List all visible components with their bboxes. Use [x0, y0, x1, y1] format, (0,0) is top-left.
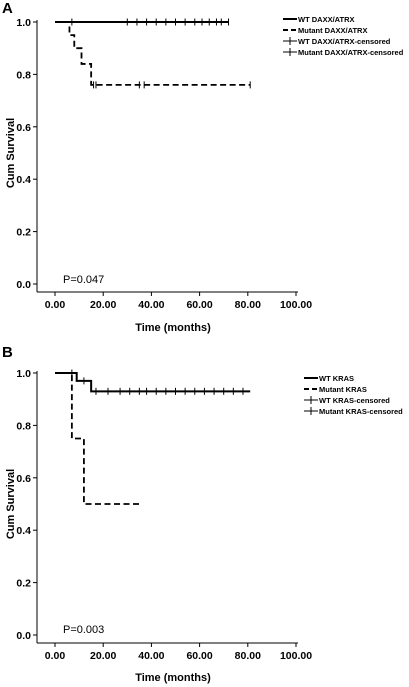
panel-a-axes	[33, 20, 298, 296]
panel-a-pvalue: P=0.047	[63, 274, 104, 286]
x-tick-label: 40.00	[138, 650, 164, 662]
panel-b-pvalue: P=0.003	[63, 624, 104, 636]
legend-b-mutant-censored-label: Mutant KRAS-censored	[319, 407, 403, 416]
y-tick-label: 0.6	[16, 473, 31, 485]
x-tick-label: 100.00	[280, 299, 312, 311]
x-tick-label: 20.00	[90, 650, 116, 662]
y-tick-label: 1.0	[16, 368, 31, 380]
y-tick-label: 0.6	[16, 122, 31, 134]
legend-a-wt-censored-swatch	[283, 37, 297, 45]
panel-a-legend: WT DAXX/ATRX Mutant DAXX/ATRX WT DAXX/AT…	[283, 15, 404, 57]
panel-b: B Cum Survival Time (months) P=0.003 0.0…	[2, 344, 403, 684]
x-tick-label: 60.00	[186, 299, 212, 311]
panel-b-xlabel: Time (months)	[135, 672, 211, 684]
y-tick-label: 0.8	[16, 69, 31, 81]
panel-a-ylabel: Cum Survival	[5, 118, 17, 188]
legend-b-mutant-censored-swatch	[304, 407, 318, 415]
legend-a-wt-censored-label: WT DAXX/ATRX-censored	[298, 37, 391, 46]
y-tick-label: 0.4	[16, 174, 31, 186]
legend-a-mutant-label: Mutant DAXX/ATRX	[298, 26, 367, 35]
x-tick-label: 40.00	[138, 299, 164, 311]
x-tick-label: 0.00	[45, 650, 66, 662]
y-tick-label: 0.8	[16, 420, 31, 432]
legend-a-mutant-censored-swatch	[283, 48, 297, 56]
panel-a-letter: A	[2, 0, 13, 17]
panel-b-axes	[33, 371, 298, 647]
x-tick-label: 80.00	[235, 299, 261, 311]
x-tick-label: 100.00	[280, 650, 312, 662]
y-tick-label: 0.2	[16, 578, 31, 590]
panel-b-ylabel: Cum Survival	[5, 469, 17, 539]
y-tick-label: 0.0	[16, 279, 31, 291]
panel-a-xlabel: Time (months)	[135, 322, 211, 334]
panel-a: A Cum Survival Time (months) P=0.047 0.0…	[2, 0, 404, 334]
y-tick-label: 0.4	[16, 525, 31, 537]
legend-b-wt-label: WT KRAS	[319, 374, 354, 383]
x-tick-label: 80.00	[235, 650, 261, 662]
x-tick-label: 0.00	[45, 299, 66, 311]
panel-b-letter: B	[2, 344, 13, 361]
panel-a-tick-labels: 0.0 0.2 0.4 0.6 0.8 1.0 0.00 20.00 40.00 60.00 80.…	[16, 17, 312, 311]
legend-a-wt-label: WT DAXX/ATRX	[298, 15, 355, 24]
panel-b-tick-labels: 0.0 0.2 0.4 0.6 0.8 1.0 0.00 20.00 40.00 60.00 80.…	[16, 368, 312, 662]
panel-b-curves	[55, 369, 251, 505]
x-tick-label: 20.00	[90, 299, 116, 311]
panel-a-curves	[55, 18, 251, 89]
legend-a-mutant-censored-label: Mutant DAXX/ATRX-censored	[298, 48, 404, 57]
panel-b-legend: WT KRAS Mutant KRAS WT KRAS-censored Mut…	[304, 374, 403, 416]
x-tick-label: 60.00	[186, 650, 212, 662]
mutant-survival-curve	[55, 21, 251, 86]
y-tick-label: 0.2	[16, 227, 31, 239]
legend-b-mutant-label: Mutant KRAS	[319, 385, 367, 394]
legend-b-wt-censored-swatch	[304, 396, 318, 404]
y-tick-label: 0.0	[16, 630, 31, 642]
y-tick-label: 1.0	[16, 17, 31, 29]
legend-b-wt-censored-label: WT KRAS-censored	[319, 396, 390, 405]
mutant-survival-curve	[55, 372, 140, 505]
